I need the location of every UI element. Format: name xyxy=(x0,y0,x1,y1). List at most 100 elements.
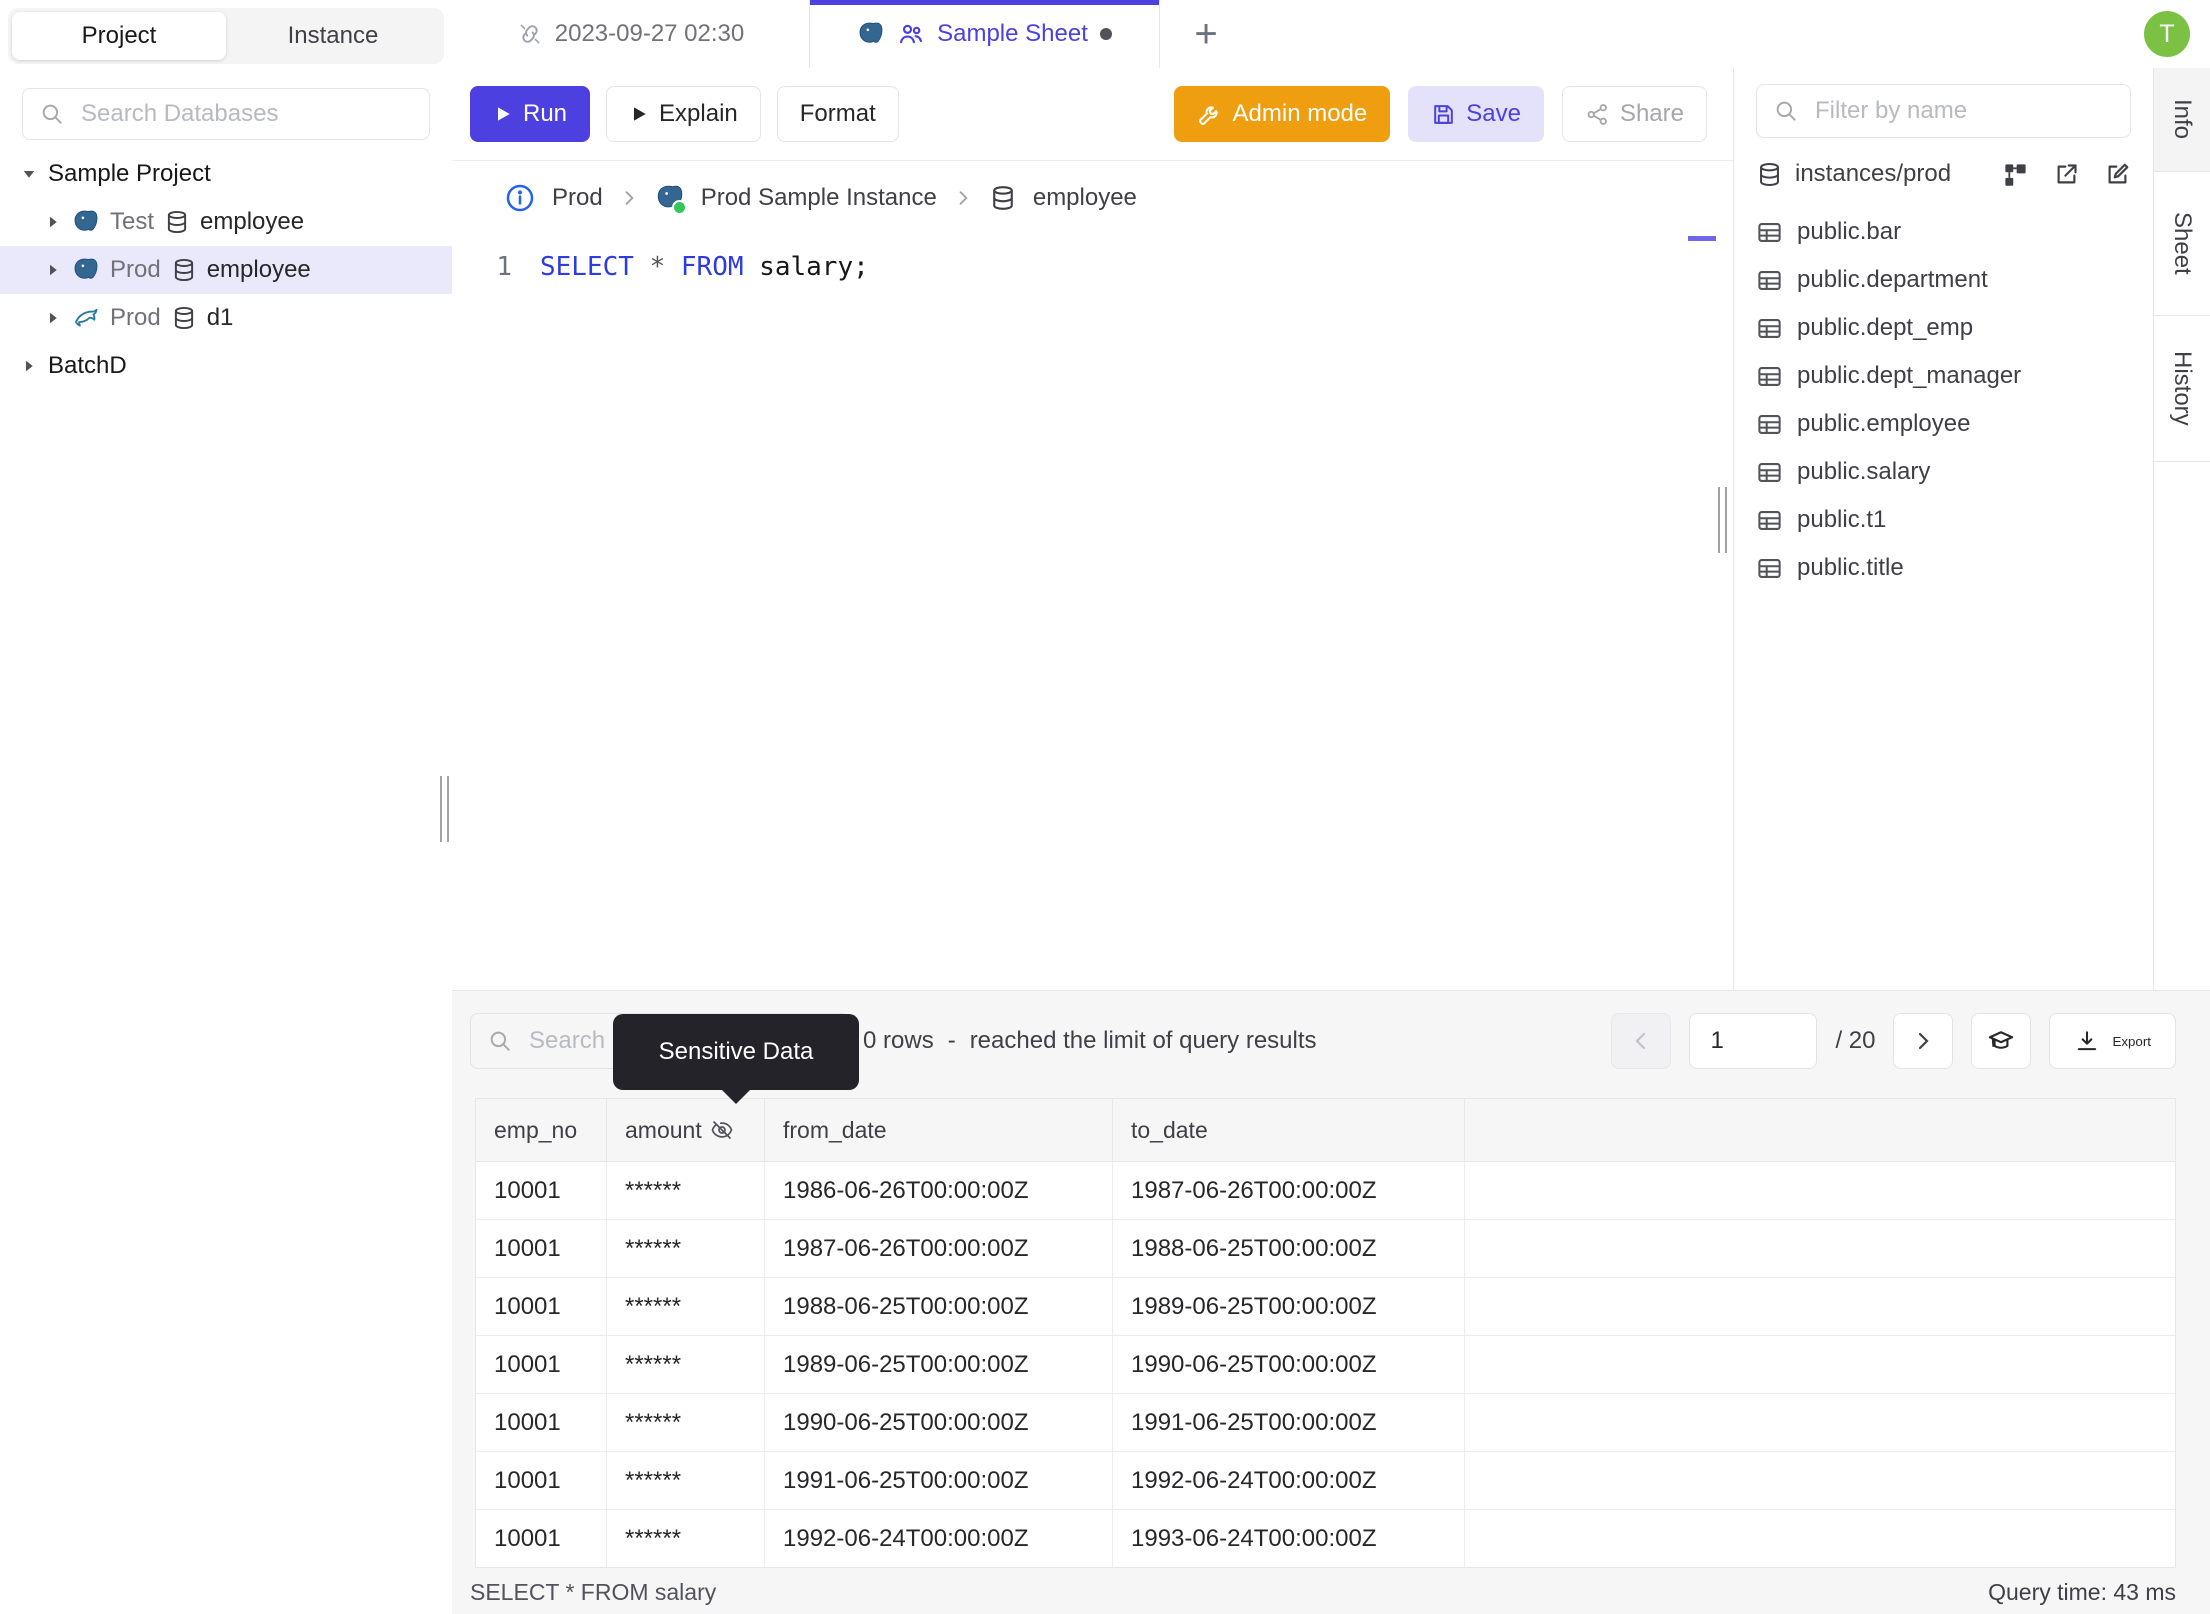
table-list-item[interactable]: public.salary xyxy=(1756,448,2131,496)
sql-editor[interactable]: 1 SELECT * FROM salary; xyxy=(452,246,1733,288)
database-name: employee xyxy=(200,208,305,235)
search-icon xyxy=(1776,101,1796,121)
database-row[interactable]: instances/prod xyxy=(1756,160,2131,188)
side-tab-sheet-label: Sheet xyxy=(2169,212,2196,275)
table-row[interactable]: 10001 ****** 1992-06-24T00:00:00Z 1993-06-2… xyxy=(476,1510,2175,1567)
database-name: d1 xyxy=(206,304,234,331)
table-icon xyxy=(1758,510,1781,530)
download-icon xyxy=(2078,1031,2097,1051)
tree-item-database[interactable]: Prod d1 xyxy=(0,294,452,342)
table-list-item[interactable]: public.t1 xyxy=(1756,496,2131,544)
masking-options-button[interactable] xyxy=(1971,1013,2032,1069)
results-footer: SELECT * FROM salary Query time: 43 ms xyxy=(470,1579,2176,1606)
table-icon xyxy=(1758,318,1781,338)
format-button[interactable]: Format xyxy=(776,86,899,142)
database-icon xyxy=(174,258,193,282)
unsaved-dot xyxy=(1099,28,1112,40)
table-list-item[interactable]: public.dept_emp xyxy=(1756,304,2131,352)
database-search-input[interactable] xyxy=(79,99,413,129)
column-header[interactable]: from_date xyxy=(765,1099,1113,1161)
external-link-icon[interactable] xyxy=(2053,161,2080,188)
play-icon xyxy=(634,107,646,121)
table-list: public.bar public.department public.dept… xyxy=(1756,208,2131,592)
sql-keyword: SELECT xyxy=(540,252,634,282)
database-search-box xyxy=(22,88,430,140)
run-label: Run xyxy=(523,100,568,127)
table-list-item[interactable]: public.employee xyxy=(1756,400,2131,448)
table-list-item[interactable]: public.dept_manager xyxy=(1756,352,2131,400)
table-name: public.employee xyxy=(1797,410,1971,437)
column-header[interactable]: emp_no xyxy=(476,1099,607,1161)
sidebar-resize-handle[interactable] xyxy=(440,776,449,842)
table-row[interactable]: 10001 ****** 1987-06-26T00:00:00Z 1988-06-2… xyxy=(476,1220,2175,1278)
database-icon xyxy=(167,210,187,234)
explain-label: Explain xyxy=(659,100,738,127)
sheet-tab-history[interactable]: 2023-09-27 02:30 xyxy=(452,0,810,68)
table-list-item[interactable]: public.title xyxy=(1756,544,2131,592)
table-row[interactable]: 10001 ****** 1986-06-26T00:00:00Z 1987-06-2… xyxy=(476,1162,2175,1220)
table-body: 10001 ****** 1986-06-26T00:00:00Z 1987-06-2… xyxy=(476,1162,2175,1567)
table-row[interactable]: 10001 ****** 1988-06-25T00:00:00Z 1989-06-2… xyxy=(476,1278,2175,1336)
column-header-masked[interactable]: amount xyxy=(607,1099,765,1161)
caret-right-icon xyxy=(50,264,57,276)
minimap-cursor-mark xyxy=(1688,236,1716,241)
limit-text: reached the limit of query results xyxy=(969,1027,1317,1054)
admin-mode-button[interactable]: Admin mode xyxy=(1173,86,1391,142)
share-button[interactable]: Share xyxy=(1561,86,1707,142)
rows-count: 0 rows xyxy=(863,1027,934,1054)
tree-item-database-selected[interactable]: Prod employee xyxy=(0,246,452,294)
explain-button[interactable]: Explain xyxy=(606,86,761,142)
side-tab-info[interactable]: Info xyxy=(2154,68,2210,172)
panel-resize-handle[interactable] xyxy=(1718,487,1727,553)
export-button[interactable]: Export xyxy=(2049,1013,2176,1069)
tab-project[interactable]: Project xyxy=(12,12,226,60)
breadcrumb-database[interactable]: employee xyxy=(1032,183,1137,211)
next-page-button[interactable] xyxy=(1893,1013,1954,1069)
edit-icon[interactable] xyxy=(2104,161,2131,188)
chevron-right-icon xyxy=(959,190,968,205)
sql-line: SELECT * FROM salary; xyxy=(540,246,869,288)
filter-input[interactable] xyxy=(1813,96,2114,126)
prev-page-button[interactable] xyxy=(1611,1013,1672,1069)
schema-diagram-icon[interactable] xyxy=(2002,161,2029,188)
database-path: instances/prod xyxy=(1795,160,1952,187)
table-name: public.bar xyxy=(1797,218,1902,245)
breadcrumb-env[interactable]: Prod xyxy=(552,183,603,211)
sheet-tab-active[interactable]: Sample Sheet xyxy=(810,0,1160,68)
side-tab-history[interactable]: History xyxy=(2154,316,2210,462)
side-tab-strip: Info Sheet History xyxy=(2153,68,2210,990)
tab-instance[interactable]: Instance xyxy=(226,12,440,60)
page-total: / 20 xyxy=(1835,1027,1876,1054)
side-tab-sheet[interactable]: Sheet xyxy=(2154,172,2210,316)
avatar[interactable]: T xyxy=(2144,11,2190,57)
tree-item-database[interactable]: Test employee xyxy=(0,198,452,246)
table-list-item[interactable]: public.department xyxy=(1756,256,2131,304)
project-tree: Sample Project Test employee Prod employ… xyxy=(0,150,452,390)
run-button[interactable]: Run xyxy=(470,86,591,142)
tab-instance-label: Instance xyxy=(287,22,379,49)
table-row[interactable]: 10001 ****** 1989-06-25T00:00:00Z 1990-06-2… xyxy=(476,1336,2175,1394)
dash: - xyxy=(947,1027,956,1054)
search-icon xyxy=(490,1031,510,1051)
wrench-icon xyxy=(1198,106,1218,125)
sql-text: salary; xyxy=(759,252,869,282)
breadcrumb-instance[interactable]: Prod Sample Instance xyxy=(700,183,937,211)
info-icon[interactable] xyxy=(504,182,536,214)
table-row[interactable]: 10001 ****** 1990-06-25T00:00:00Z 1991-06-2… xyxy=(476,1394,2175,1452)
table-name: public.salary xyxy=(1797,458,1931,485)
column-header[interactable]: to_date xyxy=(1113,1099,1465,1161)
page-number-input[interactable] xyxy=(1689,1013,1818,1069)
table-icon xyxy=(1758,366,1781,386)
table-list-item[interactable]: public.bar xyxy=(1756,208,2131,256)
sql-keyword: FROM xyxy=(680,252,744,282)
executed-sql: SELECT * FROM salary xyxy=(470,1579,717,1605)
database-icon xyxy=(1760,162,1779,186)
table-row[interactable]: 10001 ****** 1991-06-25T00:00:00Z 1992-06-2… xyxy=(476,1452,2175,1510)
eye-off-icon[interactable] xyxy=(710,1118,734,1142)
tree-item-project[interactable]: Sample Project xyxy=(0,150,452,198)
save-button[interactable]: Save xyxy=(1408,86,1544,142)
add-sheet-button[interactable]: + xyxy=(1176,0,1236,68)
tree-item-batch[interactable]: BatchD xyxy=(0,342,452,390)
table-icon xyxy=(1758,462,1781,482)
avatar-initial: T xyxy=(2159,19,2175,48)
